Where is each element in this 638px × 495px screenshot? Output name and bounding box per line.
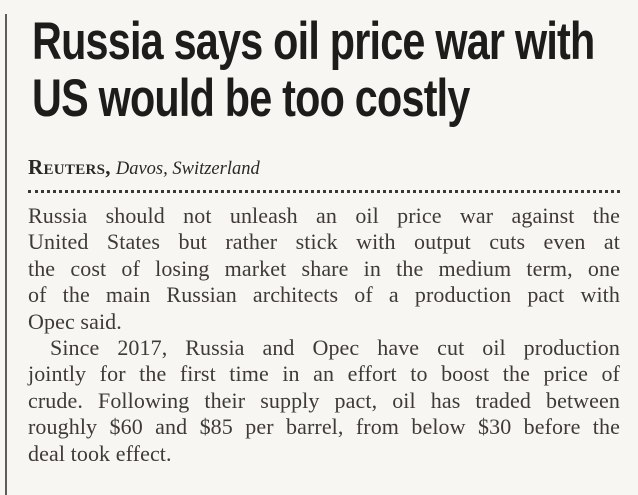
article: Russia says oil price war with US would … [28,0,620,467]
body-line: Opec said. [28,308,122,334]
paragraph-1: Russia should not unleash an oil price w… [28,203,620,335]
body-line: the cost of losing market share in the m… [28,255,620,281]
body-line: roughly $60 and $85 per barrel, from bel… [28,414,620,440]
body-line: United States but rather stick with outp… [28,229,620,255]
body-line: crude. Following their supply pact, oil … [28,387,620,413]
body-line: jointly for the first time in an effort … [28,361,620,387]
headline: Russia says oil price war with US would … [28,13,620,127]
body-line: deal took effect. [28,440,172,466]
byline-source: Reuters, [28,155,111,179]
byline: Reuters, Davos, Switzerland [28,155,620,182]
body-line: Since 2017, Russia and Opec have cut oil… [50,335,620,361]
article-body: Russia should not unleash an oil price w… [28,203,620,467]
paragraph-2: Since 2017, Russia and Opec have cut oil… [28,335,620,467]
byline-location: Davos, Switzerland [115,159,260,179]
headline-line2: US would be too costly [32,69,470,128]
dotted-separator [28,190,620,193]
column-rule [5,14,7,495]
body-line: Russia should not unleash an oil price w… [28,203,620,228]
headline-line1: Russia says oil price war with [32,12,595,71]
body-line: of the main Russian architects of a prod… [28,282,620,308]
